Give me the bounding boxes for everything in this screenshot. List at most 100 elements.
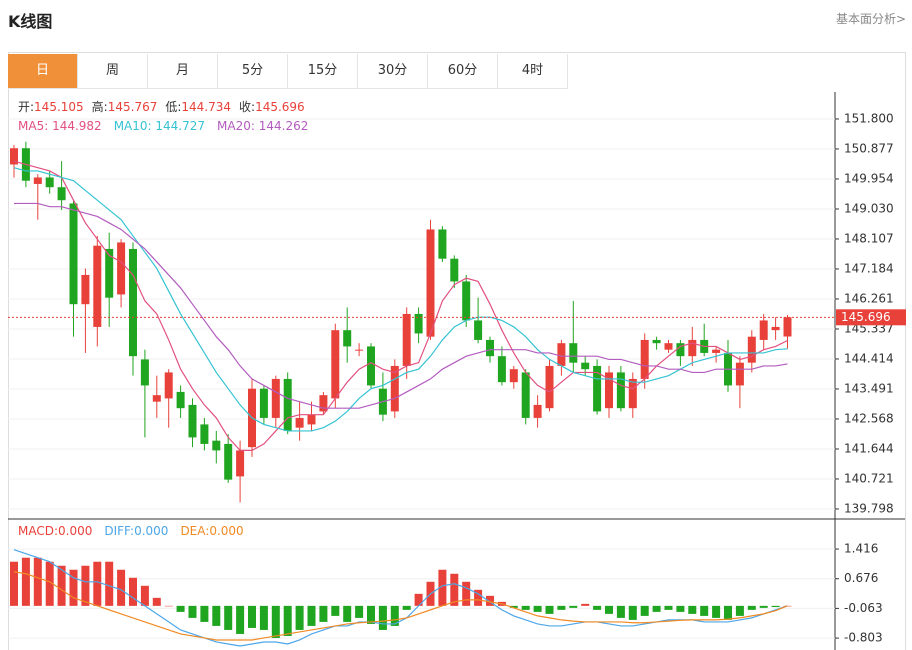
- macd-bar: [605, 605, 613, 614]
- legend: MA5: 144.982: [18, 119, 102, 133]
- macd-bar: [462, 581, 471, 606]
- candle-body: [200, 424, 209, 444]
- macd-bar: [509, 605, 518, 608]
- candle-body: [283, 378, 292, 431]
- chart-frame: [8, 52, 906, 650]
- candle-body: [236, 450, 245, 477]
- legend-value: 144.262: [259, 119, 309, 133]
- macd-bar: [747, 605, 756, 610]
- legend: MACD:0.000: [18, 524, 92, 538]
- candle-body: [557, 343, 566, 366]
- y-tick-label: 139.798: [844, 501, 894, 515]
- legend: 开:145.105: [18, 100, 84, 114]
- y-tick-label: 150.877: [844, 141, 894, 155]
- candle-body: [402, 313, 411, 366]
- macd-bar: [486, 595, 494, 606]
- candle-body: [509, 369, 518, 383]
- candle-body: [438, 229, 447, 259]
- legend-value: 145.767: [108, 100, 158, 114]
- ma-line: [13, 160, 788, 452]
- legend: MA10: 144.727: [114, 119, 205, 133]
- macd-bar: [545, 605, 554, 614]
- macd-bar: [271, 605, 280, 638]
- macd-bar: [390, 605, 399, 626]
- period-tab[interactable]: 月: [148, 54, 218, 89]
- candle-body: [664, 343, 673, 350]
- candle-body: [450, 258, 459, 282]
- candle-body: [319, 395, 328, 412]
- candle-body: [616, 372, 625, 409]
- macd-bar: [200, 605, 209, 622]
- macd-bar: [521, 605, 530, 610]
- candle-body: [747, 336, 756, 363]
- candle-body: [593, 365, 602, 412]
- candle-body: [343, 330, 352, 347]
- macd-bar: [367, 605, 375, 624]
- macd-bar: [236, 605, 245, 634]
- candle-body: [176, 391, 185, 409]
- candle-body: [57, 187, 66, 201]
- macd-bar: [93, 561, 102, 606]
- fundamentals-link[interactable]: 基本面分析>: [835, 12, 906, 26]
- macd-bar: [129, 577, 137, 606]
- ma-line: [14, 202, 788, 409]
- candle-body: [771, 326, 780, 331]
- y-tick-label: -0.803: [844, 631, 883, 645]
- candle-body: [307, 414, 316, 425]
- legend: DEA:0.000: [180, 524, 243, 538]
- candle-body: [45, 177, 54, 188]
- legend-label: DEA:: [180, 524, 209, 538]
- candle-body: [735, 362, 744, 386]
- macd-bar: [414, 593, 423, 606]
- macd-bar: [57, 565, 66, 606]
- candle-body: [188, 404, 197, 438]
- period-tab[interactable]: 15分: [288, 54, 358, 89]
- candle-body: [140, 359, 149, 386]
- legend: 收:145.696: [239, 100, 305, 114]
- candle-body: [462, 281, 471, 321]
- macd-bar: [688, 605, 697, 614]
- candle-body: [69, 203, 78, 305]
- period-tab[interactable]: 5分: [218, 54, 288, 89]
- candle-body: [521, 372, 530, 418]
- period-tab[interactable]: 60分: [428, 54, 498, 89]
- y-tick-label: 143.491: [844, 381, 894, 395]
- candle-body: [129, 248, 137, 357]
- macd-bar: [117, 569, 126, 606]
- last-price-label: 145.696: [841, 310, 891, 324]
- macd-bar: [640, 605, 649, 616]
- period-tab[interactable]: 日: [8, 54, 78, 89]
- candle-body: [367, 346, 375, 386]
- macd-bar: [581, 603, 590, 606]
- legend: MA20: 144.262: [217, 119, 308, 133]
- period-tab[interactable]: 30分: [358, 54, 428, 89]
- legend: 高:145.767: [92, 99, 158, 114]
- macd-bar: [319, 605, 328, 622]
- candle-body: [105, 248, 114, 298]
- legend-label: MA10:: [114, 119, 156, 133]
- macd-bar: [735, 605, 744, 616]
- macd-bar: [283, 605, 292, 636]
- macd-line: [13, 571, 788, 641]
- macd-bar: [45, 561, 54, 606]
- candle-body: [390, 365, 399, 412]
- candle-body: [676, 343, 685, 357]
- y-tick-label: 141.644: [844, 441, 894, 455]
- candle-body: [355, 349, 364, 351]
- macd-bar: [295, 605, 304, 630]
- macd-bar: [628, 605, 637, 620]
- period-tab[interactable]: 周: [78, 54, 148, 89]
- y-tick-label: 0.676: [844, 571, 878, 585]
- macd-bar: [10, 561, 18, 606]
- legend-value: 144.734: [181, 100, 231, 114]
- macd-bar: [569, 605, 578, 608]
- macd-bar: [724, 605, 732, 620]
- legend-value: 0.000: [134, 524, 168, 538]
- period-tab[interactable]: 4时: [498, 54, 568, 89]
- candle-body: [628, 378, 637, 409]
- y-tick-label: -0.063: [844, 601, 883, 615]
- legend-value: 0.000: [58, 524, 92, 538]
- macd-bar: [402, 605, 411, 610]
- macd-bar: [307, 605, 316, 626]
